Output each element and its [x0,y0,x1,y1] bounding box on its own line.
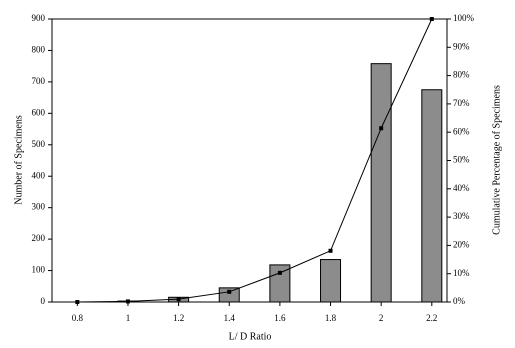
x-tick-label: 1.4 [224,313,236,323]
x-tick-label: 1.6 [274,313,286,323]
y2-tick-label: 50% [453,155,470,165]
line-marker [429,17,434,21]
line-marker [75,300,80,304]
y2-tick-label: 20% [453,239,470,249]
y-tick-label: 500 [32,139,46,149]
y2-tick-label: 0% [453,296,466,306]
y2-tick-label: 80% [453,70,470,80]
y-axis-title: Number of Specimens [13,115,24,205]
y2-tick-label: 30% [453,211,470,221]
x-tick-label: 1.2 [173,313,184,323]
y-tick-label: 800 [32,45,46,55]
y-tick-label: 900 [32,13,46,23]
y2-tick-label: 90% [453,41,470,51]
y2-tick-label: 100% [453,13,475,23]
line-marker [176,297,181,302]
y2-tick-label: 60% [453,126,470,136]
x-tick-label: 0.8 [72,313,84,323]
line-marker [277,270,282,275]
y-tick-label: 0 [41,296,46,306]
y2-tick-label: 10% [453,268,470,278]
y2-tick-label: 70% [453,98,470,108]
line [77,18,433,303]
y-tick-label: 600 [32,107,46,117]
line-marker [227,289,232,294]
y-tick-label: 700 [32,76,46,86]
y2-axis-title: Cumulative Percentage of Specimens [491,85,502,235]
y-tick-label: 400 [32,170,46,180]
bar [320,259,342,303]
x-axis-title: L/ D Ratio [229,331,272,342]
bar [421,89,443,303]
y-tick-label: 200 [32,233,46,243]
bar [218,287,240,303]
x-tick-label: 1 [126,313,131,323]
line-marker [328,248,333,253]
y2-tick-label: 40% [453,183,470,193]
bar [370,63,392,303]
x-tick-label: 2.2 [426,313,437,323]
line-marker [125,299,130,304]
y-tick-label: 300 [32,202,46,212]
y-tick-label: 100 [32,265,46,275]
bar [269,264,291,303]
x-tick-label: 2 [379,313,384,323]
line-marker [379,126,384,131]
x-tick-label: 1.8 [325,313,337,323]
